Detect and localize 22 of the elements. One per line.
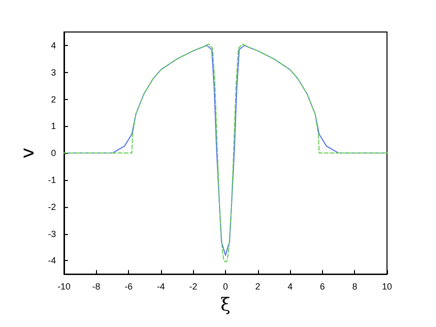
x-tick-label: -10 [57,282,71,292]
x-tick-label: 2 [255,282,260,292]
x-tick-label: 10 [382,282,392,292]
y-tick-label: -1 [48,174,56,185]
y-tick-label: 3 [50,67,56,78]
x-tick-label: 4 [288,282,293,292]
x-tick-label: -4 [156,282,165,292]
x-axis-title: ξ [220,294,231,316]
y-tick-label: -3 [48,228,56,239]
y-tick-label: -4 [48,256,56,266]
y-tick-label: 0 [50,148,56,158]
x-tick-label: 8 [352,282,358,292]
x-tick-label: -8 [92,282,100,292]
x-tick-label: 6 [320,282,325,292]
y-axis-title: v [18,147,39,158]
x-tick-label: -2 [189,282,198,292]
y-tick-label: 4 [50,40,56,50]
x-tick-label: -6 [124,282,133,292]
y-tick-label: -2 [48,202,56,212]
x-tick-label: 0 [222,282,228,292]
y-tick-label: 2 [50,94,56,104]
y-tick-label: 1 [50,121,56,132]
